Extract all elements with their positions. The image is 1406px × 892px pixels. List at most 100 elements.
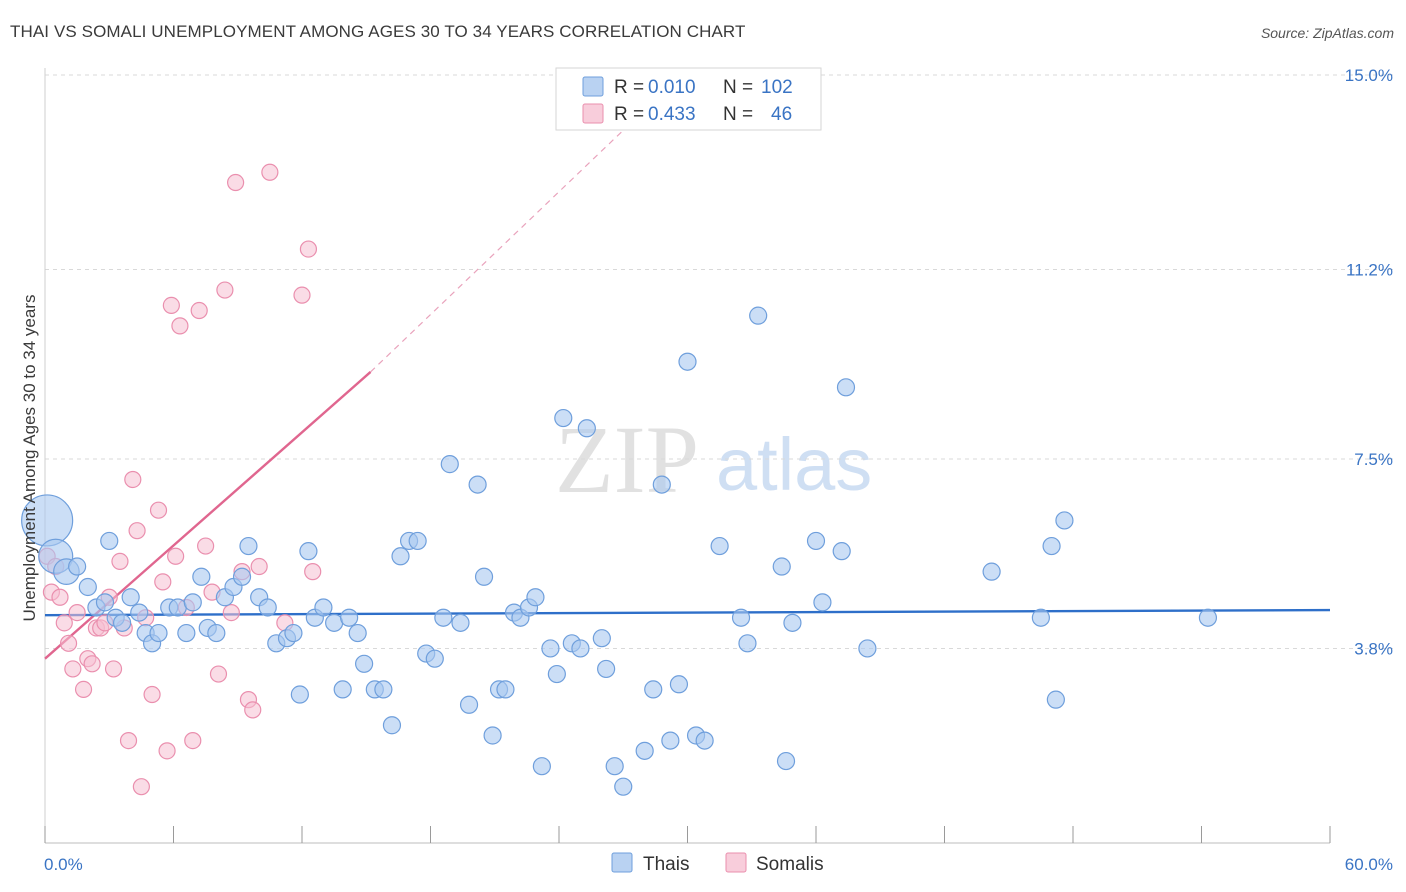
somalis-point [158,742,176,760]
somalis-point [104,660,123,678]
somalis-point [119,731,138,750]
somalis-point [59,634,78,652]
somalis-point [216,281,234,299]
thais-point [483,726,502,745]
somalis-legend-label: Somalis [756,854,824,875]
thais-point [592,629,611,648]
thais-point [474,567,494,586]
thais-point [661,731,680,750]
thais-point [772,557,791,576]
thais-point [652,475,671,494]
thais-point [1042,536,1061,556]
thais-point [192,567,211,586]
thais-legend-icon [611,852,633,873]
thais-point [678,352,697,371]
thais-legend-swatch [582,76,604,97]
y-axis-label: Unemployment Among Ages 30 to 34 years [20,295,39,622]
thais-point [177,623,196,643]
thais-point [68,557,87,576]
thais-point [299,542,318,561]
thais-point [1055,511,1074,530]
somalis-point [167,547,185,565]
thais-point [382,716,402,735]
thais-point [571,639,590,658]
y-tick-label: 3.8% [1354,639,1393,658]
somalis-point [149,501,168,519]
thais-point [1198,608,1218,627]
somalis-legend-icon [725,852,747,873]
somalis-point [227,173,245,192]
thais-legend-label: Thais [643,854,689,875]
thais-point [644,680,663,699]
thais-point [149,623,168,643]
somalis-point [111,552,129,571]
somalis-point [222,603,240,622]
somalis-r-value: 0.433 [648,104,696,125]
thais-point [284,623,303,643]
thais-point [813,593,832,612]
thais-point [112,613,132,632]
thais-point [333,680,352,699]
somalis-n-label: N = [723,104,753,125]
somalis-point [162,296,180,314]
y-tick-labels: 3.8% 7.5% 11.2% 15.0% [1345,66,1393,658]
somalis-point [250,557,268,576]
thais-point [597,659,616,679]
thais-point [554,408,573,428]
thais-point [541,639,560,658]
thais-point [183,593,202,612]
somalis-point [143,685,161,704]
somalis-point [124,470,142,489]
thais-point [532,757,551,776]
watermark-atlas: atlas [716,423,872,506]
somalis-point [64,660,82,678]
thais-n-value: 102 [761,77,793,98]
thais-point [440,455,459,474]
somalis-point [128,522,146,540]
somalis-point [244,701,262,719]
thais-point [832,542,851,561]
somalis-point [209,665,228,683]
thais-point [496,680,515,699]
thais-r-label: R = [614,77,644,98]
correlation-legend: R = 0.010 N = 102 R = 0.433 N = 46 [555,67,822,131]
thais-point [776,751,796,771]
thais-point [355,654,374,673]
thais-n-label: N = [723,77,753,98]
somalis-point [184,731,202,750]
thais-point [425,649,444,668]
thais-point [614,777,633,796]
somalis-point [293,286,311,304]
somalis-point [132,778,150,796]
thais-point [314,598,333,617]
thais-point [100,531,119,551]
thais-point [340,608,359,627]
somalis-point [154,573,172,591]
somalis-point [55,614,73,632]
somalis-point [83,655,101,673]
thais-point [239,536,258,556]
somalis-point [190,301,208,320]
somalis-point [261,163,279,181]
thais-point [605,757,624,776]
thais-point [526,588,545,607]
somalis-r-label: R = [614,104,644,125]
x-tick-labels: 0.0% 60.0% [44,855,1393,874]
grid-lines [45,74,1393,649]
thais-points [21,306,1218,796]
thais-point [232,567,252,586]
thais-trend-line [44,608,1331,617]
somalis-trend-extension [370,125,628,373]
y-tick-label: 15.0% [1345,66,1393,85]
chart-title: THAI VS SOMALI UNEMPLOYMENT AMONG AGES 3… [10,22,746,41]
thais-point [391,547,410,566]
thais-point [547,664,566,684]
somalis-points [38,163,322,796]
somalis-point [68,603,86,622]
thais-point [669,675,689,694]
somalis-point [299,240,318,258]
thais-point [1031,608,1050,627]
thais-point [374,680,393,699]
thais-point [95,593,115,612]
